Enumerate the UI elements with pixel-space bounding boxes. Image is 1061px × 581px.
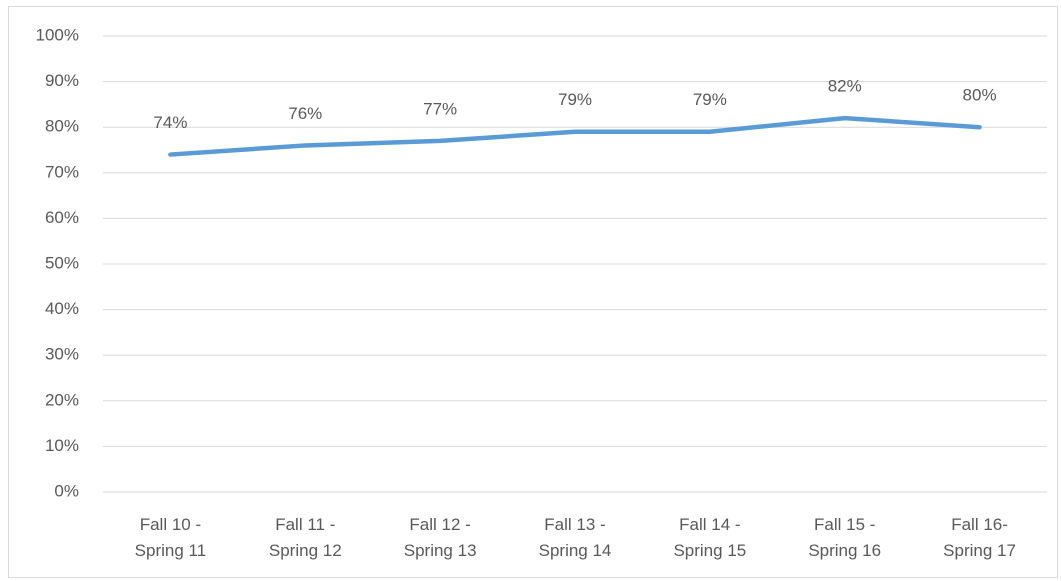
y-tick-label: 20% (45, 390, 79, 409)
y-tick-label: 100% (36, 25, 79, 44)
x-tick-label: Fall 10 -Spring 11 (135, 515, 207, 560)
x-tick-label: Fall 13 -Spring 14 (539, 515, 612, 560)
x-tick-label: Fall 14 -Spring 15 (673, 515, 746, 560)
y-tick-label: 50% (45, 253, 79, 272)
y-tick-label: 30% (45, 345, 79, 364)
data-label: 80% (963, 86, 997, 105)
data-label: 79% (693, 90, 727, 109)
y-tick-label: 0% (54, 481, 79, 500)
y-tick-label: 80% (45, 117, 79, 136)
data-label: 79% (558, 90, 592, 109)
y-tick-label: 70% (45, 162, 79, 181)
y-tick-label: 10% (45, 436, 79, 455)
x-tick-label: Fall 15 -Spring 16 (808, 515, 881, 560)
data-label: 82% (828, 77, 862, 96)
y-tick-label: 90% (45, 71, 79, 90)
y-tick-label: 40% (45, 299, 79, 318)
x-tick-label: Fall 11 -Spring 12 (269, 515, 342, 560)
y-tick-label: 60% (45, 208, 79, 227)
data-label: 74% (153, 113, 187, 132)
data-label: 76% (288, 104, 322, 123)
chart-frame (8, 6, 1058, 578)
x-tick-label: Fall 12 -Spring 13 (404, 515, 477, 560)
x-tick-label: Fall 16-Spring 17 (943, 515, 1016, 560)
line (168, 115, 982, 157)
data-label: 77% (423, 99, 457, 118)
